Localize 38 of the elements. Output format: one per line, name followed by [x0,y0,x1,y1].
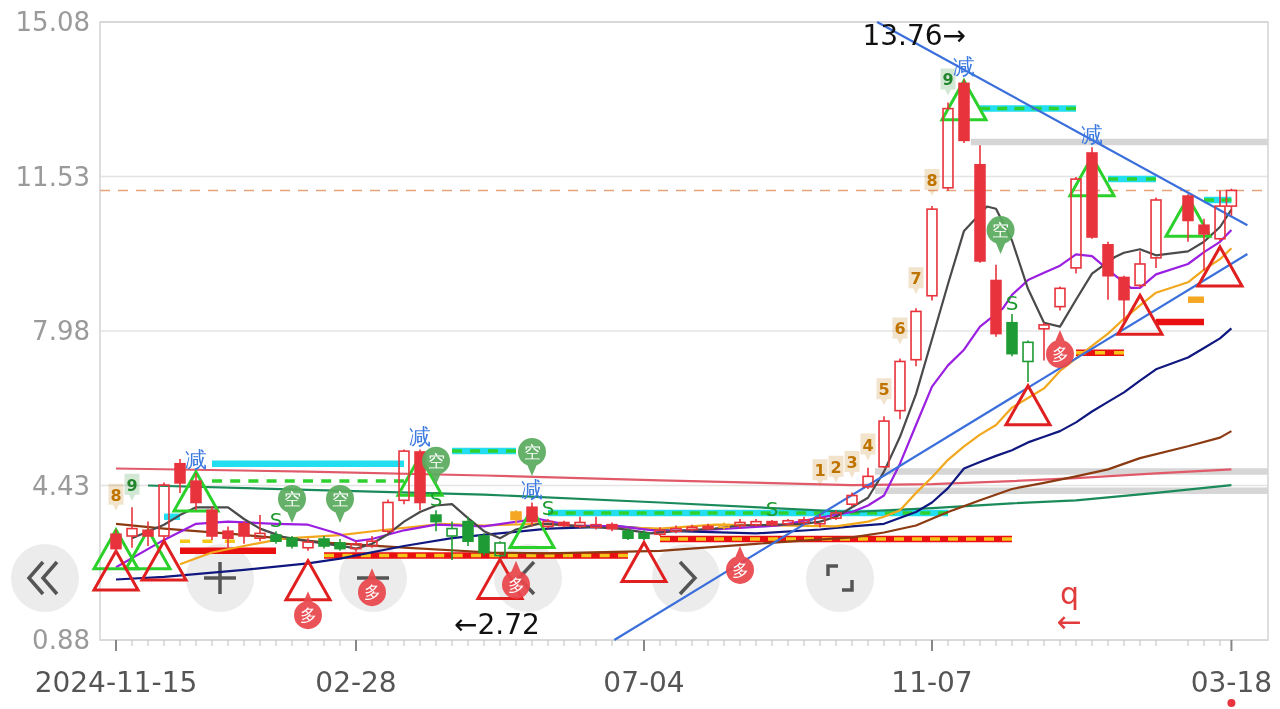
x-tick-label: 2024-11-15 [34,666,198,699]
annotation: 减 [409,424,431,450]
y-tick-label: 0.88 [32,625,90,655]
annotation: ←2.72 [454,607,540,641]
series-label: 空 [992,220,1010,241]
y-tick-label: 4.43 [32,470,90,501]
series-label: 空 [427,450,445,471]
annotation: 8 [926,171,938,190]
annotation: S [765,496,779,521]
annotation: 1 [814,461,826,481]
series-label: 空 [331,489,349,509]
series-label: 多 [507,574,525,595]
annotation: 6 [894,319,906,339]
x-tick-label: 11-07 [891,666,973,699]
annotation: 5 [878,380,890,400]
annotation: S [541,496,555,520]
y-tick-label: 15.08 [15,7,90,37]
annotation: 9 [126,475,138,495]
annotation: 减 [185,446,207,472]
series-label: 多 [1051,344,1069,365]
annotation: 8 [110,485,122,505]
y-tick-label: 7.98 [32,316,90,346]
annotation: 减 [521,477,543,503]
annotation: S [1005,291,1019,316]
series-label: 多 [299,605,317,626]
annotation: 2 [830,457,842,477]
x-tick-label: 03-18 [1190,666,1273,699]
y-tick-label: 11.53 [15,161,90,192]
annotation: 7 [910,269,922,289]
annotation: 4 [862,435,874,455]
series-label: 多 [363,582,381,603]
annotation: 9 [942,70,954,90]
x-tick-label: 07-04 [603,666,685,699]
series-label: 空 [283,489,301,509]
annotation: 3 [846,453,858,472]
series-label: 空 [523,442,541,462]
x-tick-label: 02-28 [315,666,397,699]
series-label: 多 [731,559,749,580]
